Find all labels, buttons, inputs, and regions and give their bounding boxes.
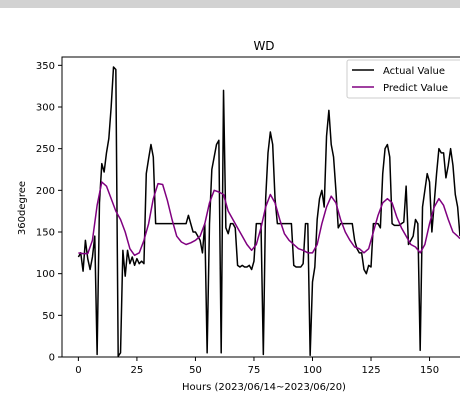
y-tick-label: 350 [36,61,55,72]
x-axis-label: Hours (2023/06/14~2023/06/20) [182,382,346,393]
legend: Actual Value Predict Value [346,59,460,99]
plot-frame [61,56,460,358]
y-tick-label: 250 [36,144,55,155]
y-tick-label: 300 [36,103,55,114]
y-axis-label: 360degree [17,181,28,235]
x-tick-label: 0 [75,365,81,376]
series-line-actual [77,66,460,357]
y-tick-label: 100 [36,269,55,280]
y-tick-label: 50 [42,311,55,322]
legend-box [346,59,460,99]
background-strip [0,0,460,8]
x-tick-label: 125 [361,365,380,376]
y-tick-label: 0 [49,353,55,364]
x-tick-label: 150 [420,365,439,376]
axis-ticks: 0 25 50 75 100 125 150 0 50 100 150 200 250 300 350 [36,61,439,376]
series-layer [77,66,460,357]
x-tick-label: 100 [303,365,322,376]
series-line-predict [78,181,460,257]
y-tick-label: 150 [36,228,55,239]
y-tick-label: 200 [36,186,55,197]
legend-label: Actual Value [383,66,445,77]
x-tick-label: 25 [131,365,144,376]
legend-label: Predict Value [383,83,448,94]
x-tick-label: 75 [248,365,261,376]
chart-title: WD [253,39,274,53]
x-tick-label: 50 [189,365,202,376]
